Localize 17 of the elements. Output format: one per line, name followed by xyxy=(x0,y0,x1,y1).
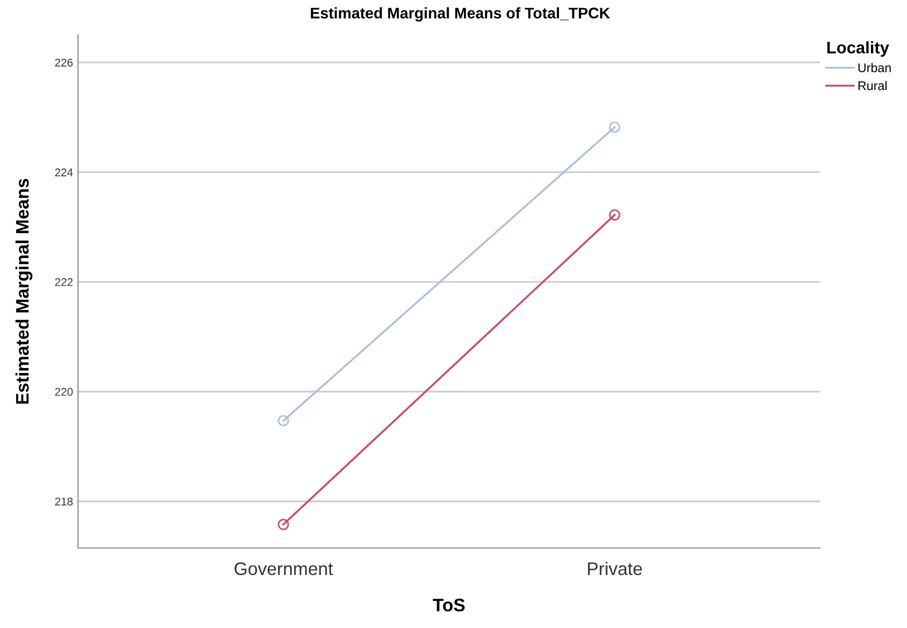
point xyxy=(278,415,289,426)
chart-title: Estimated Marginal Means of Total_TPCK xyxy=(310,7,610,22)
y-axis-title: Estimated Marginal Means xyxy=(15,178,32,404)
y-tick-label: 218 xyxy=(55,498,73,506)
legend-title: Locality xyxy=(827,41,890,57)
x-axis-title: ToS xyxy=(432,598,465,612)
legend-label: Urban xyxy=(858,63,891,72)
x-tick-label: Private xyxy=(588,562,642,576)
y-tick-label: 226 xyxy=(55,58,73,67)
y-tick-label: 224 xyxy=(55,168,73,176)
point xyxy=(609,209,620,221)
point xyxy=(278,518,289,530)
y-tick-label: 220 xyxy=(55,388,73,396)
point xyxy=(609,122,620,133)
y-tick-label: 222 xyxy=(55,278,73,286)
x-tick-label: Government xyxy=(234,562,333,576)
legend-label: Rural xyxy=(858,80,887,90)
